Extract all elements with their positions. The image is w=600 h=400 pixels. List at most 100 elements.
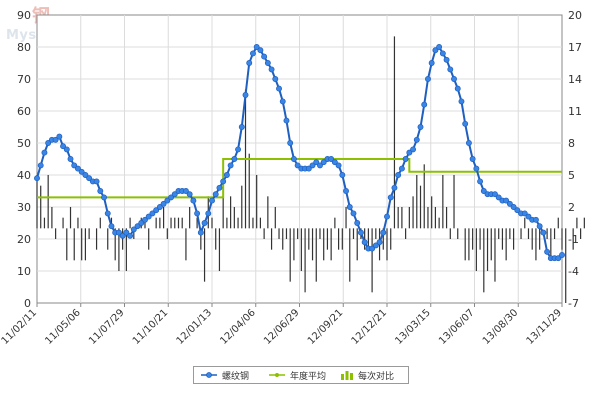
legend: 螺纹钢 年度平均 每次对比 — [193, 366, 409, 384]
x-tick-label: 11/02/11 — [0, 307, 39, 347]
rebar-price-point — [75, 165, 81, 172]
rebar-price-point — [376, 239, 383, 246]
rebar-price-point — [160, 200, 167, 207]
rebar-price-point — [257, 47, 264, 54]
rebar-price-point — [276, 85, 282, 92]
rebar-price-point — [279, 98, 286, 105]
rebar-price-point — [186, 191, 193, 198]
x-tick-label: 12/06/29 — [262, 307, 302, 347]
rebar-price-point — [309, 162, 316, 169]
rebar-price-point — [82, 172, 89, 178]
rebar-price-point — [123, 229, 130, 236]
rebar-price-point — [52, 136, 59, 143]
y-tick-label: 80 — [17, 41, 31, 54]
rebar-price-point — [34, 175, 40, 182]
rebar-price-point — [156, 204, 163, 210]
rebar-price-point — [398, 165, 405, 172]
rebar-price-point — [97, 188, 104, 194]
rebar-price-point — [454, 85, 461, 92]
legend-item-average[interactable]: 年度平均 — [268, 367, 326, 383]
comparison-bars — [36, 36, 585, 303]
rebar-price-point — [93, 178, 100, 185]
rebar-price-point — [357, 229, 364, 236]
rebar-price-point — [56, 133, 63, 140]
rebar-price-point — [250, 50, 256, 57]
rebar-price-point — [182, 188, 189, 194]
rebar-price-point — [190, 197, 197, 204]
rebar-price-point — [41, 149, 48, 156]
rebar-price-point — [60, 143, 67, 150]
rebar-price-point — [63, 146, 70, 153]
rebar-price-point — [436, 44, 443, 50]
rebar-price-point — [346, 204, 353, 210]
rebar-price-point — [331, 159, 338, 166]
rebar-price-point — [380, 229, 387, 236]
rebar-price-point — [413, 136, 420, 143]
rebar-price-point — [209, 197, 215, 204]
rebar-price-point — [104, 210, 111, 217]
y-tick-label: 20 — [17, 233, 31, 246]
rebar-price-point — [384, 213, 390, 220]
y2-tick-label: -7 — [568, 297, 579, 310]
rebar-price-point — [238, 124, 245, 130]
x-tick-label: 13/11/29 — [525, 307, 565, 347]
rebar-price-point — [443, 56, 450, 63]
rebar-price-point — [387, 194, 394, 201]
y-tick-label: 10 — [17, 265, 31, 278]
legend-item-rebar[interactable]: 螺纹钢 — [200, 367, 249, 383]
y2-tick-label: 11 — [568, 105, 582, 118]
rebar-price-point — [320, 159, 327, 166]
x-tick-label: 12/09/21 — [306, 307, 346, 347]
y-tick-label: 90 — [17, 9, 31, 22]
rebar-price-point — [253, 44, 260, 50]
rebar-price-point — [223, 172, 230, 178]
rebar-price-point — [246, 60, 253, 66]
x-tick-label: 12/01/13 — [175, 307, 215, 347]
rebar-price-series — [34, 44, 565, 262]
x-tick-label: 12/04/06 — [218, 307, 258, 347]
rebar-price-point — [71, 162, 78, 169]
y2-tick-label: 14 — [568, 73, 582, 86]
rebar-price-point — [465, 140, 472, 146]
rebar-price-point — [559, 252, 565, 258]
rebar-price-point — [343, 188, 349, 194]
rebar-price-point — [108, 223, 115, 230]
rebar-price-point — [86, 175, 93, 182]
y-tick-label: 0 — [24, 297, 31, 310]
rebar-price-point — [425, 76, 431, 82]
rebar-price-point — [354, 220, 361, 226]
rebar-price-point — [283, 117, 290, 124]
rebar-price-point — [305, 165, 312, 172]
rebar-price-point — [492, 191, 498, 198]
rebar-price-point — [164, 197, 171, 204]
rebar-price-point — [145, 213, 152, 220]
rebar-price-point — [395, 172, 402, 178]
rebar-price-point — [37, 162, 44, 169]
x-tick-label: 11/07/29 — [87, 307, 127, 347]
rebar-price-point — [480, 188, 487, 194]
rebar-price-point — [451, 76, 457, 82]
rebar-price-point — [115, 229, 122, 236]
rebar-price-point — [540, 229, 547, 236]
rebar-price-point — [220, 178, 227, 185]
rebar-price-point — [406, 149, 413, 156]
legend-item-comparison[interactable]: 每次对比 — [340, 367, 394, 383]
rebar-price-point — [149, 210, 156, 217]
rebar-price-point — [469, 156, 476, 162]
rebar-price-point — [134, 223, 141, 230]
legend-label-rebar: 螺纹钢 — [222, 371, 250, 382]
y2-tick-label: -1 — [568, 233, 579, 246]
legend-label-average: 年度平均 — [290, 371, 327, 382]
y2-tick-label: 2 — [568, 201, 575, 214]
rebar-price-point — [417, 124, 424, 130]
rebar-price-point — [510, 204, 517, 210]
rebar-price-point — [532, 216, 539, 223]
rebar-price-point — [127, 232, 134, 239]
rebar-price-point — [290, 156, 297, 162]
rebar-price-point — [205, 210, 212, 217]
rebar-price-point — [372, 242, 379, 249]
rebar-price-point — [294, 162, 301, 169]
annual-average-series — [37, 158, 562, 199]
rebar-price-point — [212, 191, 219, 198]
